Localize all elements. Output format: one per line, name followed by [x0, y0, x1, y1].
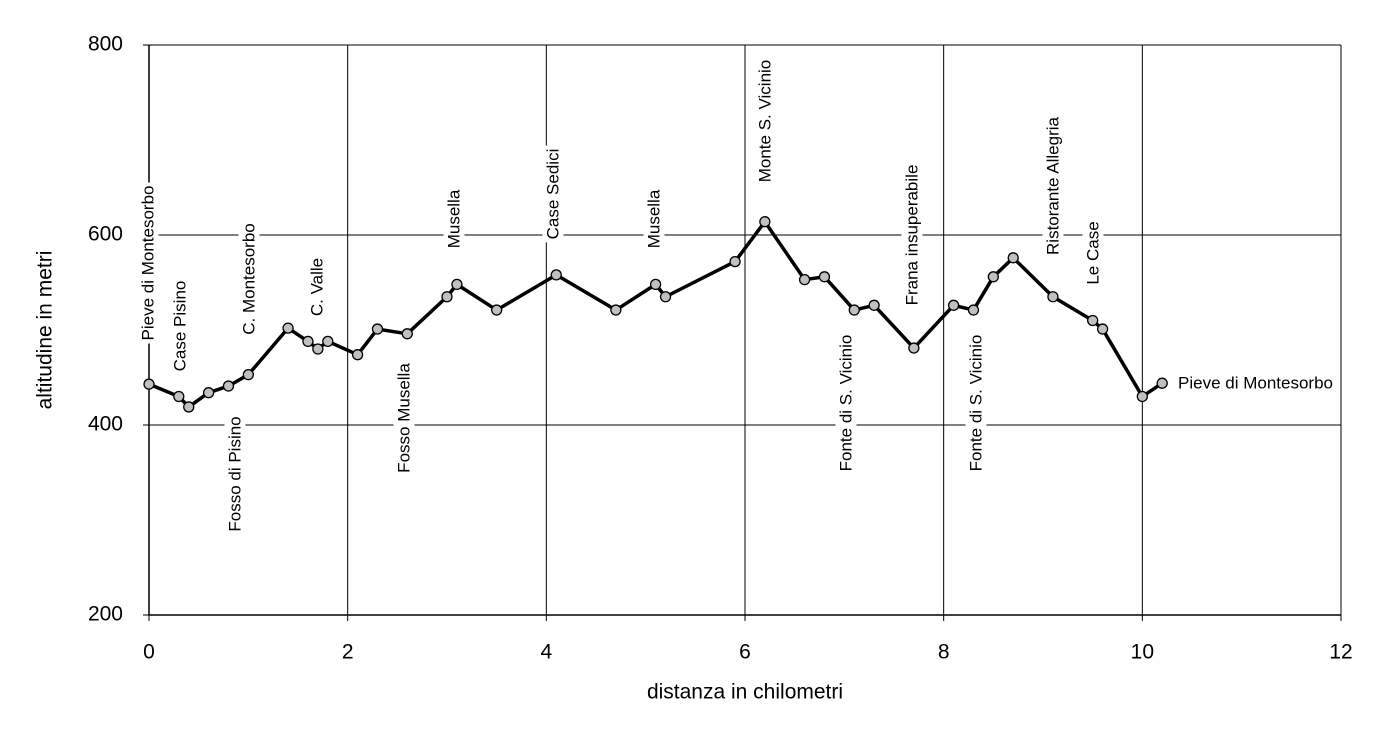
marker	[242, 368, 254, 381]
marker	[1156, 377, 1168, 389]
marker	[491, 304, 503, 316]
marker	[451, 278, 463, 291]
annotation-background	[169, 277, 191, 375]
marker	[1096, 323, 1109, 335]
grid: 200 400 600 800 0 2 4 6 8 10 12	[88, 33, 1353, 664]
marker	[987, 271, 999, 283]
annotation-background	[754, 56, 776, 186]
x-tick-label: 2	[342, 641, 354, 664]
annotation: Case Pisino	[170, 281, 189, 372]
marker	[798, 273, 811, 286]
annotation-background	[306, 254, 328, 320]
marker	[302, 335, 314, 348]
x-tick-label: 4	[540, 641, 552, 664]
annotation-background	[224, 413, 246, 535]
plot	[143, 216, 1168, 413]
marker	[441, 291, 453, 303]
marker	[351, 349, 364, 361]
annotation-background	[901, 161, 923, 309]
y-axis-title: altitudine in metri	[34, 251, 57, 410]
annotation: Fosso di Pisino	[225, 416, 244, 531]
x-axis-title: distanza in chilometri	[647, 681, 843, 704]
marker	[1136, 390, 1148, 403]
marker	[1087, 314, 1099, 327]
y-tick-label: 400	[88, 413, 123, 436]
annotation-background	[393, 359, 415, 476]
annotation-background	[542, 145, 564, 243]
annotation-background	[835, 331, 857, 475]
marker	[659, 291, 672, 303]
annotation-background	[1082, 218, 1104, 288]
marker	[222, 380, 235, 392]
marker	[282, 322, 294, 334]
annotation: Musella	[644, 189, 663, 248]
marker	[550, 269, 562, 281]
marker	[908, 342, 920, 354]
marker	[759, 216, 771, 228]
y-tick-label: 200	[88, 603, 123, 626]
annotation: Pieve di Montesorbo	[138, 186, 157, 341]
annotation: Fonte di S. Vicinio	[836, 335, 855, 472]
marker	[143, 378, 155, 390]
annotation: Frana insuperabile	[902, 165, 921, 306]
x-tick-label: 6	[739, 641, 751, 664]
y-tick-label: 600	[88, 223, 123, 246]
annotation: Musella	[444, 189, 463, 248]
annotation-background	[643, 186, 665, 252]
marker	[173, 390, 185, 403]
annotation-background	[965, 331, 987, 475]
annotation: C. Valle	[307, 258, 326, 316]
x-tick-label: 0	[143, 641, 155, 664]
annotation: Pieve di Montesorbo	[1178, 373, 1333, 392]
annotation: Fonte di S. Vicinio	[966, 335, 985, 472]
annotations: Pieve di Montesorbo Case Pisino Fosso di P…	[137, 56, 1336, 535]
annotation-background	[1042, 113, 1064, 258]
marker	[312, 343, 324, 355]
annotation: Ristorante Allegria	[1043, 116, 1062, 255]
marker	[729, 255, 741, 268]
marker	[183, 401, 195, 413]
marker	[371, 323, 384, 335]
marker	[1007, 252, 1019, 264]
x-tick-label: 8	[938, 641, 950, 664]
marker	[322, 335, 334, 348]
annotation-background	[443, 186, 465, 252]
annotation: Le Case	[1083, 221, 1102, 284]
x-tick-label: 10	[1131, 641, 1154, 664]
y-tick-label: 800	[88, 33, 123, 56]
marker	[818, 271, 831, 283]
annotation-background	[238, 220, 260, 338]
marker	[947, 299, 960, 311]
marker	[848, 304, 860, 316]
marker	[967, 304, 980, 316]
marker	[202, 387, 215, 399]
annotation-background	[137, 182, 159, 344]
annotation-background	[1175, 372, 1336, 394]
marker	[868, 299, 880, 311]
annotation: Fosso Musella	[394, 363, 413, 473]
annotation: C. Montesorbo	[239, 223, 258, 335]
marker	[649, 278, 662, 291]
marker	[1047, 291, 1059, 303]
marker	[610, 304, 622, 316]
x-tick-label: 12	[1329, 641, 1352, 664]
marker	[401, 328, 413, 340]
annotation: Case Sedici	[543, 149, 562, 240]
annotation: Monte S. Vicinio	[755, 60, 774, 183]
